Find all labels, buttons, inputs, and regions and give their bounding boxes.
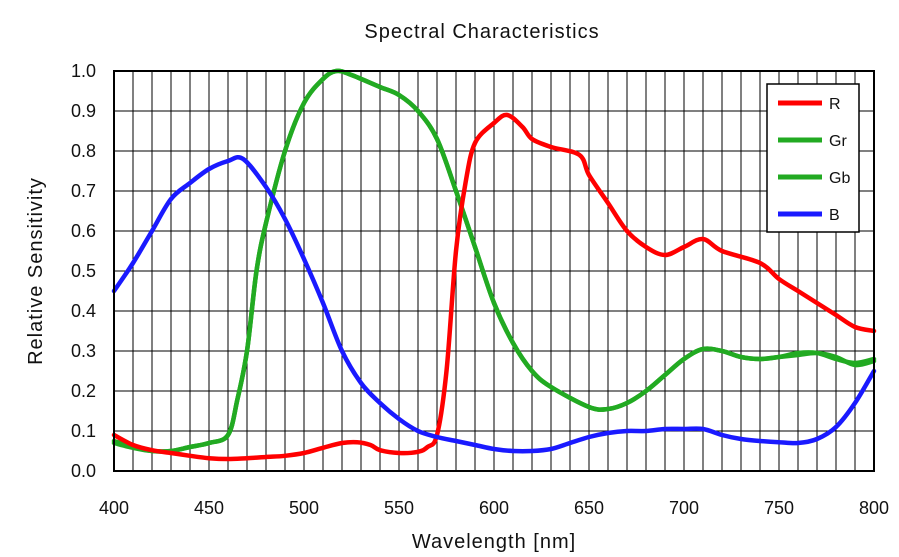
- y-tick-label: 0.4: [71, 301, 96, 321]
- y-axis-label: Relative Sensitivity: [25, 177, 47, 365]
- legend-label-r: R: [829, 96, 841, 113]
- y-tick-label: 0.9: [71, 101, 96, 121]
- y-tick-label: 0.7: [71, 181, 96, 201]
- legend: R Gr Gb B: [766, 83, 860, 233]
- y-tick-label: 1.0: [71, 61, 96, 81]
- y-tick-label: 0.3: [71, 341, 96, 361]
- x-tick-label: 750: [764, 498, 794, 518]
- x-tick-label: 800: [859, 498, 889, 518]
- series-layer: [111, 68, 877, 462]
- chart-title: Spectral Characteristics: [364, 21, 599, 43]
- x-tick-label: 700: [669, 498, 699, 518]
- legend-box: [766, 83, 860, 233]
- legend-label-b: B: [829, 207, 840, 224]
- legend-label-gb: Gb: [829, 170, 850, 187]
- y-tick-label: 0.8: [71, 141, 96, 161]
- x-tick-labels: 400 450 500 550 600 650 700 750 800: [99, 498, 889, 518]
- plot-grid: [114, 71, 874, 471]
- y-tick-label: 0.2: [71, 381, 96, 401]
- plot-frame: [113, 70, 875, 472]
- x-tick-label: 600: [479, 498, 509, 518]
- x-tick-label: 550: [384, 498, 414, 518]
- x-tick-label: 400: [99, 498, 129, 518]
- series-line-r: [111, 112, 877, 462]
- y-tick-label: 0.6: [71, 221, 96, 241]
- series-line-b: [111, 155, 877, 454]
- y-tick-label: 0.1: [71, 421, 96, 441]
- x-tick-label: 450: [194, 498, 224, 518]
- x-tick-label: 500: [289, 498, 319, 518]
- legend-label-gr: Gr: [829, 133, 847, 150]
- y-tick-label: 0.0: [71, 461, 96, 481]
- x-axis-label: Wavelength [nm]: [412, 531, 576, 553]
- x-tick-label: 650: [574, 498, 604, 518]
- y-tick-label: 0.5: [71, 261, 96, 281]
- y-tick-labels: 0.0 0.1 0.2 0.3 0.4 0.5 0.6 0.7 0.8 0.9 1.0: [71, 61, 96, 481]
